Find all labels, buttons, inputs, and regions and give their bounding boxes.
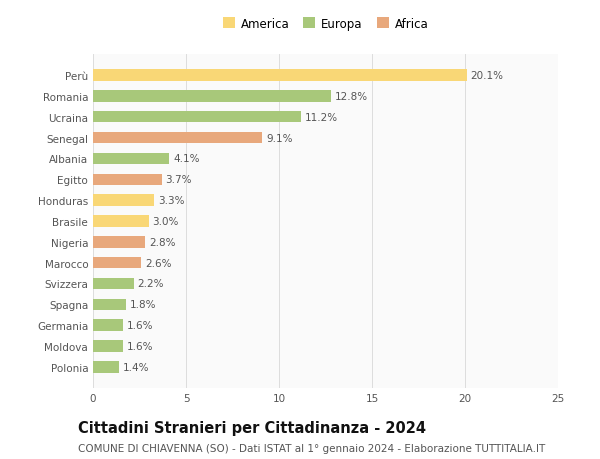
Bar	[93, 174, 162, 185]
Text: 2.6%: 2.6%	[145, 258, 172, 268]
Bar	[93, 91, 331, 102]
Bar	[93, 278, 134, 290]
Bar	[93, 257, 142, 269]
Bar	[93, 341, 123, 352]
Bar	[93, 320, 123, 331]
Bar	[93, 153, 169, 165]
Text: 12.8%: 12.8%	[335, 92, 368, 102]
Text: 1.8%: 1.8%	[130, 300, 157, 310]
Text: 3.0%: 3.0%	[152, 217, 179, 226]
Bar	[93, 133, 262, 144]
Text: 4.1%: 4.1%	[173, 154, 199, 164]
Bar	[93, 70, 467, 82]
Text: 2.2%: 2.2%	[137, 279, 164, 289]
Bar	[93, 195, 154, 207]
Bar	[93, 112, 301, 123]
Bar	[93, 236, 145, 248]
Bar	[93, 361, 119, 373]
Text: 2.8%: 2.8%	[149, 237, 175, 247]
Text: 1.6%: 1.6%	[127, 320, 153, 330]
Text: 1.6%: 1.6%	[127, 341, 153, 351]
Text: 9.1%: 9.1%	[266, 133, 292, 143]
Text: 3.3%: 3.3%	[158, 196, 185, 206]
Bar	[93, 216, 149, 227]
Text: Cittadini Stranieri per Cittadinanza - 2024: Cittadini Stranieri per Cittadinanza - 2…	[78, 420, 426, 435]
Text: 1.4%: 1.4%	[123, 362, 149, 372]
Bar	[93, 299, 127, 310]
Text: COMUNE DI CHIAVENNA (SO) - Dati ISTAT al 1° gennaio 2024 - Elaborazione TUTTITAL: COMUNE DI CHIAVENNA (SO) - Dati ISTAT al…	[78, 443, 545, 453]
Text: 20.1%: 20.1%	[470, 71, 503, 81]
Text: 3.7%: 3.7%	[166, 175, 192, 185]
Legend: America, Europa, Africa: America, Europa, Africa	[223, 18, 428, 31]
Text: 11.2%: 11.2%	[305, 112, 338, 123]
